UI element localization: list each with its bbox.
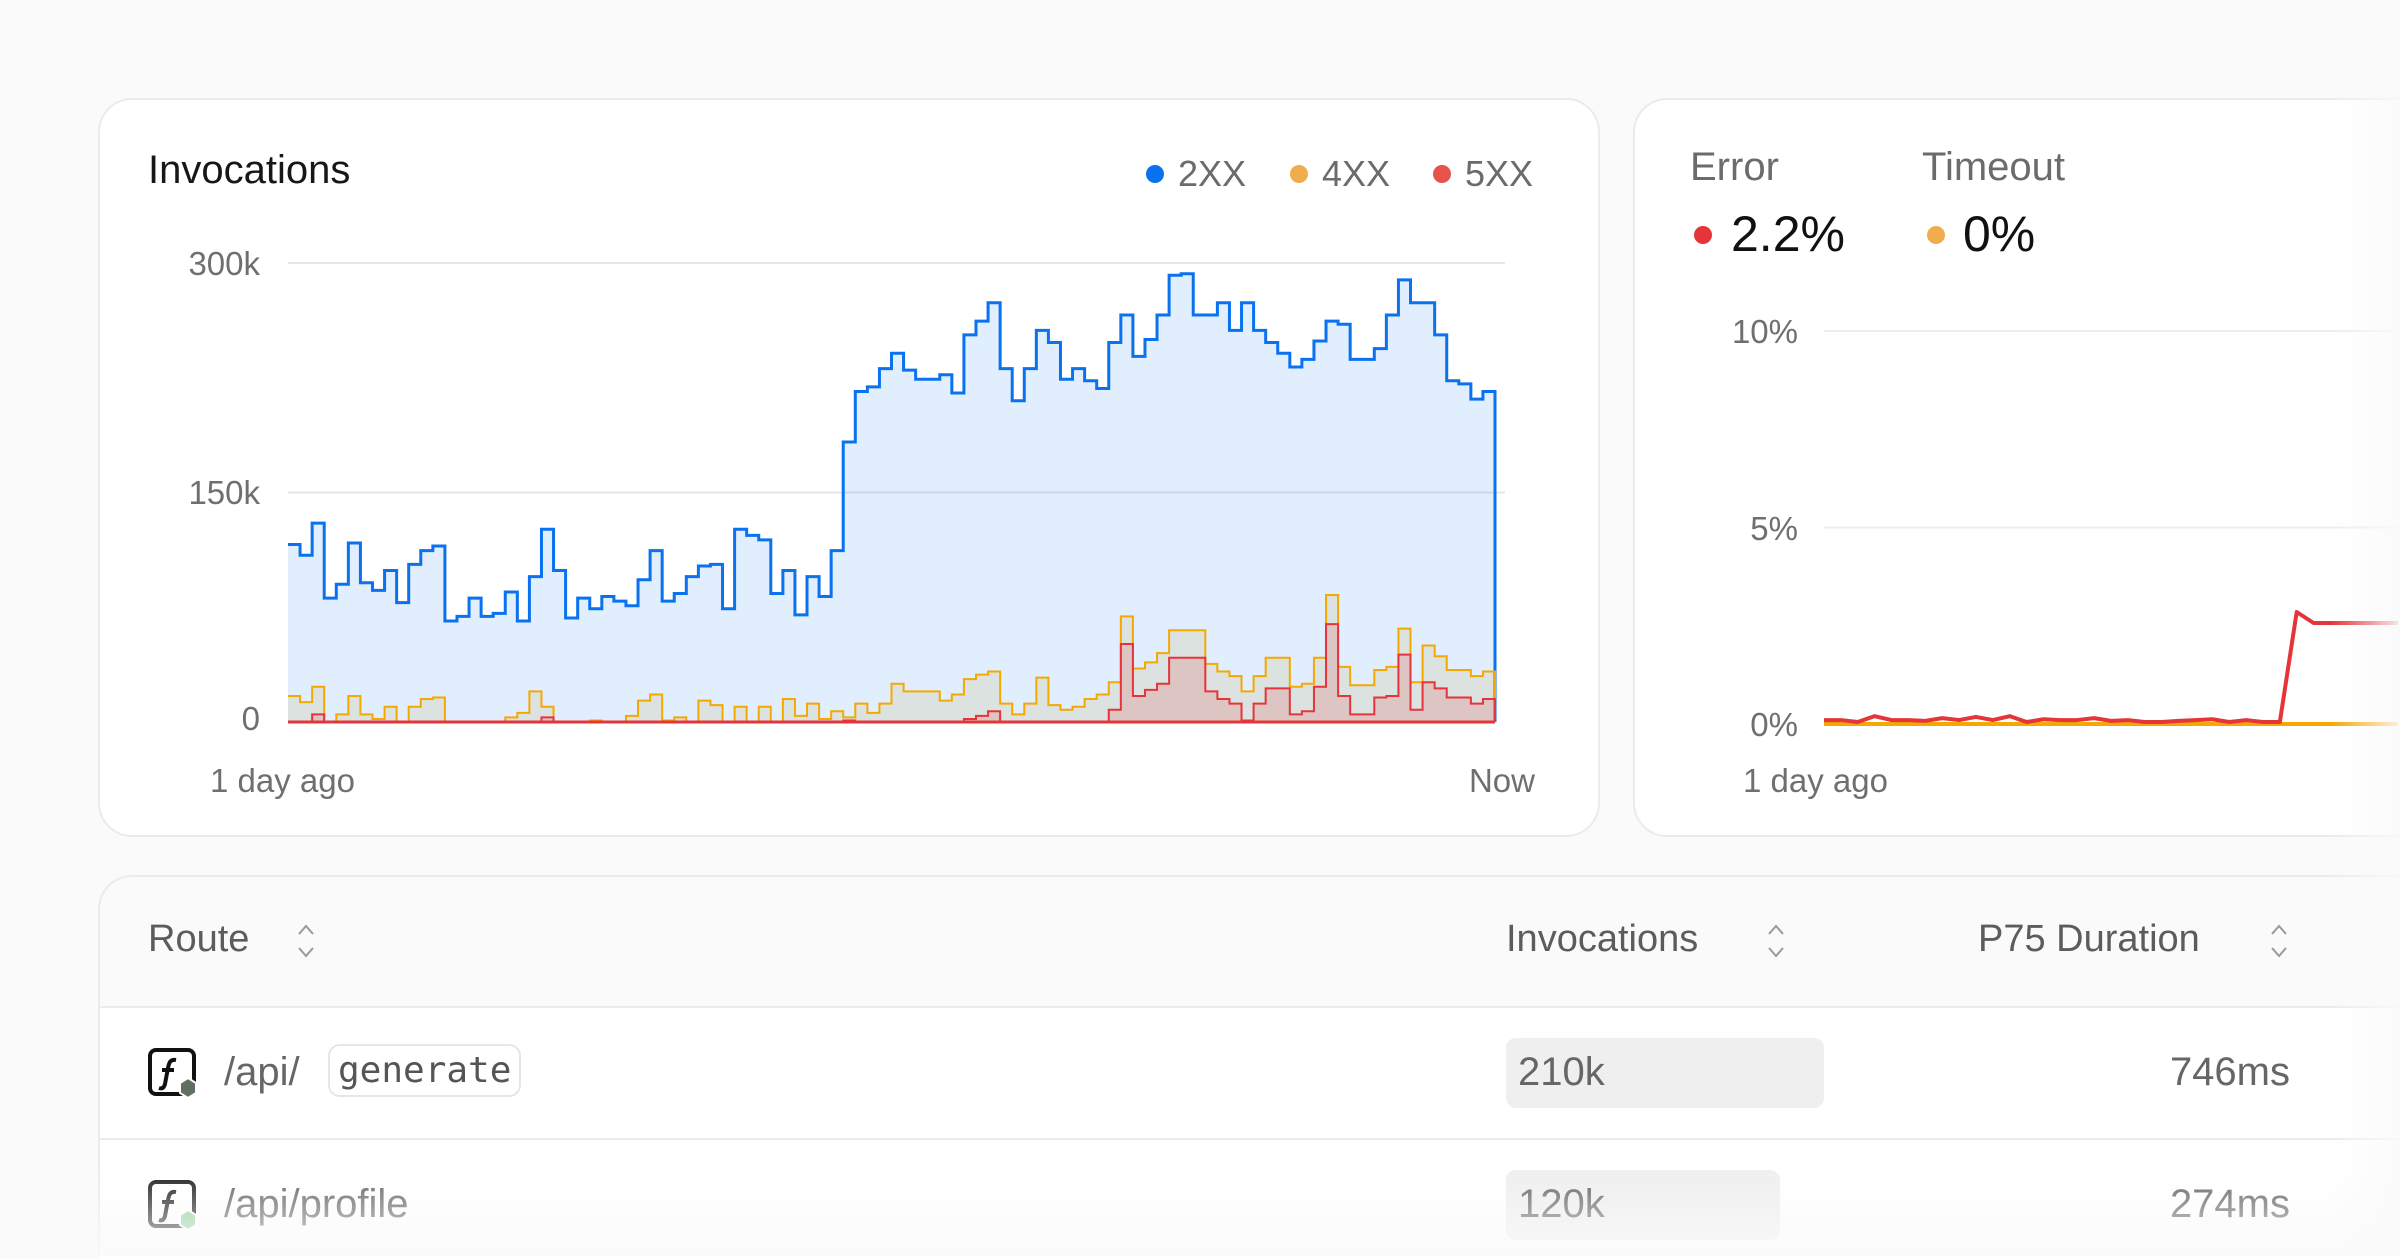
invocations-value: 210k [1518, 1050, 1605, 1094]
invocations-card [98, 98, 1600, 837]
header-invocations[interactable]: Invocations [1506, 918, 1698, 961]
legend-label-2xx[interactable]: 2XX [1178, 153, 1247, 194]
header-p75-duration[interactable]: P75 Duration [1978, 918, 2200, 961]
header-p75-label: P75 Duration [1978, 918, 2200, 960]
error-label: Error [1690, 145, 1779, 189]
function-icon [148, 1048, 197, 1100]
invocations-title: Invocations [148, 148, 351, 192]
y-tick-0: 0 [241, 700, 260, 737]
p75-value: 746ms [2169, 1050, 2290, 1094]
y-tick-150k: 150k [188, 474, 260, 511]
sort-icon[interactable] [295, 920, 317, 962]
route-path: /api/profile [224, 1182, 409, 1226]
legend-label-4xx[interactable]: 4XX [1322, 153, 1391, 194]
function-icon [148, 1180, 197, 1232]
x-label-start: 1 day ago [210, 762, 355, 799]
route-prefix: /api/ [224, 1050, 300, 1094]
invocations-bar [1506, 1038, 1824, 1108]
header-invocations-label: Invocations [1506, 918, 1699, 960]
timeout-dot [1927, 226, 1945, 244]
error-value: 2.2% [1731, 206, 1845, 262]
legend-dot-2xx [1146, 165, 1164, 183]
p75-value: 274ms [2169, 1182, 2290, 1226]
y-tick-0pct: 0% [1750, 706, 1798, 743]
y-tick-10pct: 10% [1731, 313, 1798, 350]
legend-dot-5xx [1433, 165, 1451, 183]
timeout-value: 0% [1963, 206, 2036, 262]
x-label-end: Now [1468, 762, 1535, 799]
timeout-label: Timeout [1922, 145, 2066, 189]
error-x-label-start: 1 day ago [1743, 762, 1888, 799]
sort-icon[interactable] [2268, 920, 2290, 962]
legend-label-5xx[interactable]: 5XX [1465, 153, 1534, 194]
legend-dot-4xx [1290, 165, 1308, 183]
header-route[interactable]: Route [148, 918, 249, 961]
route-param-chip: generate [328, 1044, 522, 1097]
invocations-value: 120k [1518, 1182, 1605, 1226]
y-tick-300k: 300k [188, 245, 260, 282]
row-divider [100, 1138, 2400, 1140]
error-dot [1694, 226, 1712, 244]
header-route-label: Route [148, 918, 250, 960]
y-tick-5pct: 5% [1750, 510, 1798, 547]
sort-icon[interactable] [1765, 920, 1787, 962]
